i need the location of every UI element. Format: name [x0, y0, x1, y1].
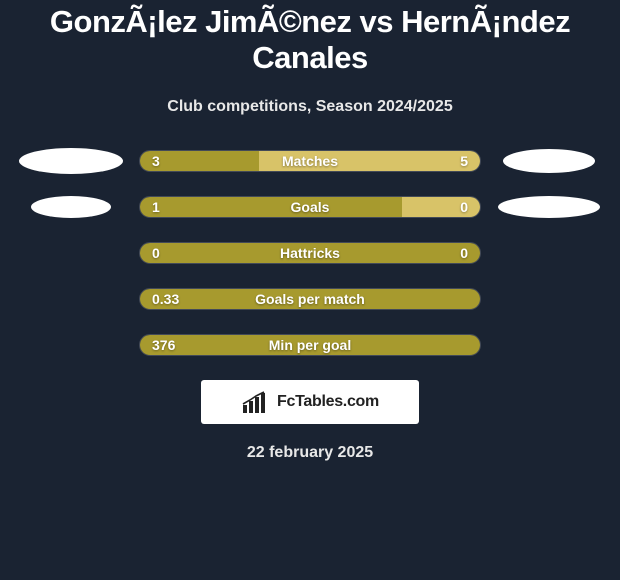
stat-bar: 00Hattricks: [139, 242, 481, 264]
stat-row: 10Goals: [0, 196, 620, 218]
right-ellipse: [498, 196, 600, 218]
stat-value-right: 5: [460, 151, 468, 171]
bar-segment-left: [140, 289, 480, 309]
page-subtitle: Club competitions, Season 2024/2025: [0, 98, 620, 116]
chart-icon: [241, 391, 271, 413]
stat-value-left: 0: [152, 243, 160, 263]
stat-value-right: 0: [460, 243, 468, 263]
stat-row: 0.33Goals per match: [0, 288, 620, 310]
stat-row: 00Hattricks: [0, 242, 620, 264]
comparison-card: GonzÃ¡lez JimÃ©nez vs HernÃ¡ndez Canales…: [0, 0, 620, 462]
left-ellipse-slot: [19, 196, 139, 218]
source-badge[interactable]: FcTables.com: [201, 380, 419, 424]
bar-segment-right: [402, 197, 480, 217]
left-ellipse: [31, 196, 111, 218]
stat-bar: 376Min per goal: [139, 334, 481, 356]
left-ellipse: [19, 148, 123, 174]
stat-value-left: 1: [152, 197, 160, 217]
stat-value-right: 0: [460, 197, 468, 217]
right-ellipse: [503, 149, 595, 173]
stat-row: 376Min per goal: [0, 334, 620, 356]
bar-segment-left: [140, 335, 480, 355]
stat-bar: 0.33Goals per match: [139, 288, 481, 310]
stat-value-left: 0.33: [152, 289, 179, 309]
right-ellipse-slot: [481, 196, 601, 218]
stat-value-left: 3: [152, 151, 160, 171]
stat-row: 35Matches: [0, 150, 620, 172]
left-ellipse-slot: [19, 148, 139, 174]
bar-segment-left: [140, 197, 402, 217]
date-text: 22 february 2025: [0, 444, 620, 462]
stat-bar: 35Matches: [139, 150, 481, 172]
right-ellipse-slot: [481, 149, 601, 173]
page-title: GonzÃ¡lez JimÃ©nez vs HernÃ¡ndez Canales: [0, 4, 620, 76]
source-badge-text: FcTables.com: [277, 393, 379, 411]
stat-bar: 10Goals: [139, 196, 481, 218]
stat-value-left: 376: [152, 335, 175, 355]
stats-rows: 35Matches10Goals00Hattricks0.33Goals per…: [0, 150, 620, 356]
bar-segment-right: [259, 151, 480, 171]
bar-segment-left: [140, 243, 480, 263]
